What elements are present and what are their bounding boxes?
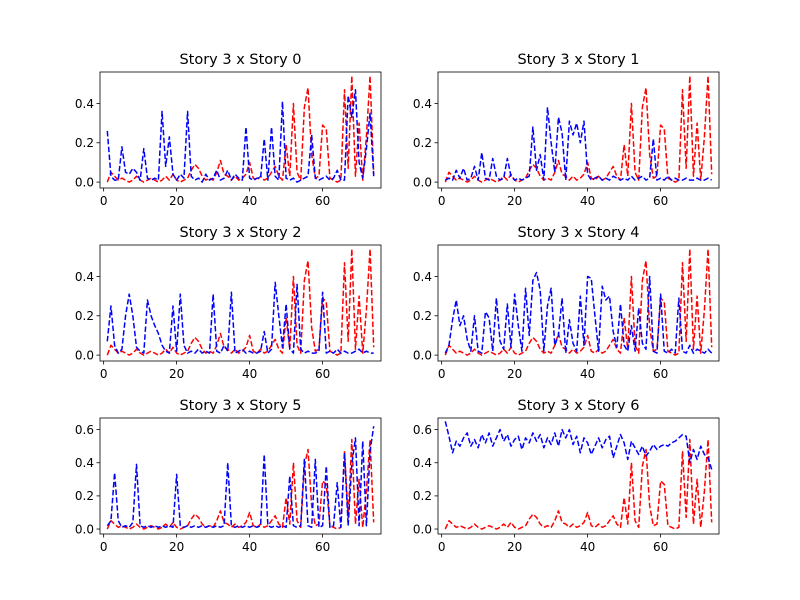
plot-area: 0 20 40 60 0.0 0.2 0.4 0.6: [75, 417, 382, 554]
y-tick-label: 0.4: [75, 97, 94, 111]
panel-3: Story 3 x Story 4 0 20 40 60 0.0 0.2 0.4: [413, 225, 720, 381]
plot-area: 0 20 40 60 0.0 0.2 0.4: [413, 244, 720, 381]
x-tick-label: 40: [580, 194, 595, 208]
series-line-1: [106, 281, 374, 354]
y-tick-label: 0.0: [75, 522, 94, 536]
plot-area: 0 20 40 60 0.0 0.2 0.4 0.6: [413, 417, 720, 554]
series-line-0: [106, 248, 375, 356]
x-tick-label: 0: [438, 367, 446, 381]
y-tick-label: 0.2: [75, 489, 94, 503]
series-line-1: [444, 421, 713, 470]
y-tick-label: 0.4: [413, 97, 432, 111]
plot-area: 0 20 40 60 0.0 0.2 0.4: [413, 71, 720, 208]
panel-4: Story 3 x Story 5 0 20 40 60 0.0 0.2 0.4 0.6: [75, 398, 382, 554]
panel-title: Story 3 x Story 1: [517, 52, 639, 68]
y-tick-label: 0.6: [413, 423, 432, 437]
series-line-1: [106, 88, 375, 183]
panel-1: Story 3 x Story 1 0 20 40 60 0.0 0.2 0.4: [413, 52, 720, 208]
y-tick-label: 0.0: [413, 175, 432, 189]
panel-title: Story 3 x Story 6: [517, 398, 639, 414]
x-tick-label: 60: [315, 194, 330, 208]
x-tick-label: 40: [580, 367, 595, 381]
x-tick-label: 0: [100, 367, 108, 381]
x-tick-label: 60: [653, 540, 668, 554]
y-tick-label: 0.2: [75, 136, 94, 150]
axes-frame: [437, 244, 720, 362]
x-tick-label: 20: [507, 367, 522, 381]
panel-title: Story 3 x Story 5: [179, 398, 301, 414]
y-tick-label: 0.4: [75, 456, 94, 470]
axes-frame: [437, 417, 720, 535]
y-tick-label: 0.2: [413, 136, 432, 150]
series-line-1: [444, 271, 713, 354]
x-tick-label: 20: [169, 540, 184, 554]
x-tick-label: 20: [169, 194, 184, 208]
y-tick-label: 0.4: [413, 270, 432, 284]
y-tick-label: 0.0: [413, 522, 432, 536]
series-line-1: [106, 426, 375, 529]
panel-5: Story 3 x Story 6 0 20 40 60 0.0 0.2 0.4 0.6: [413, 398, 720, 554]
series-line-0: [444, 248, 713, 356]
y-tick-label: 0.2: [413, 489, 432, 503]
x-tick-label: 20: [169, 367, 184, 381]
plot-area: 0 20 40 60 0.0 0.2 0.4: [75, 71, 382, 208]
axes-frame: [99, 244, 382, 362]
y-tick-label: 0.0: [75, 348, 94, 362]
x-tick-label: 60: [315, 540, 330, 554]
x-tick-label: 40: [242, 540, 257, 554]
axes-frame: [437, 71, 720, 189]
y-tick-label: 0.2: [75, 309, 94, 323]
series-line-1: [444, 106, 713, 181]
x-tick-label: 0: [438, 540, 446, 554]
series-line-0: [444, 75, 713, 183]
y-tick-label: 0.4: [413, 456, 432, 470]
x-tick-label: 0: [100, 540, 108, 554]
x-tick-label: 0: [438, 194, 446, 208]
panel-title: Story 3 x Story 2: [179, 225, 301, 241]
y-tick-label: 0.0: [75, 175, 94, 189]
x-tick-label: 40: [242, 194, 257, 208]
x-tick-label: 20: [507, 194, 522, 208]
panel-2: Story 3 x Story 2 0 20 40 60 0.0 0.2 0.4: [75, 225, 382, 381]
x-tick-label: 60: [315, 367, 330, 381]
x-tick-label: 40: [242, 367, 257, 381]
panel-0: Story 3 x Story 0 0 20 40 60 0.0 0.2 0.4: [75, 52, 382, 208]
x-tick-label: 20: [507, 540, 522, 554]
y-tick-label: 0.6: [75, 423, 94, 437]
y-tick-label: 0.0: [413, 348, 432, 362]
x-tick-label: 60: [653, 367, 668, 381]
panel-title: Story 3 x Story 0: [179, 52, 301, 68]
x-tick-label: 60: [653, 194, 668, 208]
x-tick-label: 0: [100, 194, 108, 208]
panel-title: Story 3 x Story 4: [517, 225, 639, 241]
axes-frame: [99, 417, 382, 535]
plot-area: 0 20 40 60 0.0 0.2 0.4: [75, 244, 382, 381]
y-tick-label: 0.2: [413, 309, 432, 323]
y-tick-label: 0.4: [75, 270, 94, 284]
x-tick-label: 40: [580, 540, 595, 554]
series-line-0: [444, 438, 713, 530]
series-line-0: [106, 75, 375, 183]
axes-frame: [99, 71, 382, 189]
